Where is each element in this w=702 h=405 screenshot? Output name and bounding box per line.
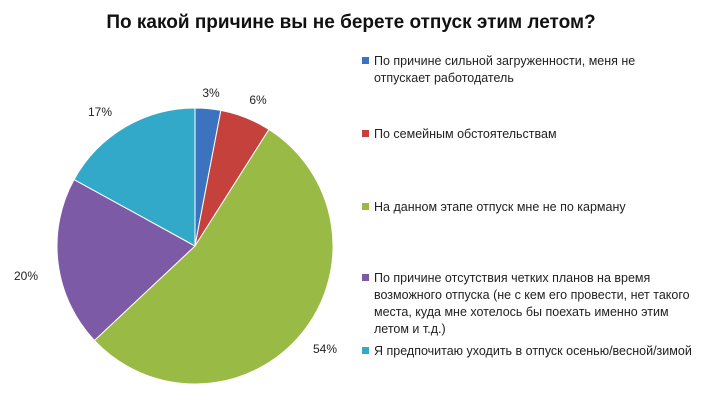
slice-data-label: 20% bbox=[14, 269, 38, 283]
legend-label: По семейным обстоятельствам bbox=[374, 127, 557, 141]
legend-label: По причине сильной загруженности, меня н… bbox=[374, 54, 636, 85]
legend-label: По причине отсутствия четких планов на в… bbox=[374, 271, 690, 336]
legend-swatch bbox=[362, 203, 369, 210]
chart-title: По какой причине вы не берете отпуск эти… bbox=[106, 12, 596, 33]
slice-data-label: 6% bbox=[249, 93, 267, 107]
slice-data-label: 54% bbox=[313, 342, 337, 356]
legend-label: Я предпочитаю уходить в отпуск осенью/ве… bbox=[374, 344, 692, 358]
legend-swatch bbox=[362, 130, 369, 137]
slice-data-label: 3% bbox=[202, 86, 220, 100]
legend-swatch bbox=[362, 274, 369, 281]
pie-slice bbox=[56, 178, 196, 342]
pie-slice bbox=[93, 128, 334, 385]
legend-label: На данном этапе отпуск мне не по карману bbox=[374, 200, 626, 214]
slice-data-label: 17% bbox=[88, 105, 112, 119]
legend-swatch bbox=[362, 57, 369, 64]
legend-swatch bbox=[362, 347, 369, 354]
pie-slice bbox=[73, 107, 196, 247]
